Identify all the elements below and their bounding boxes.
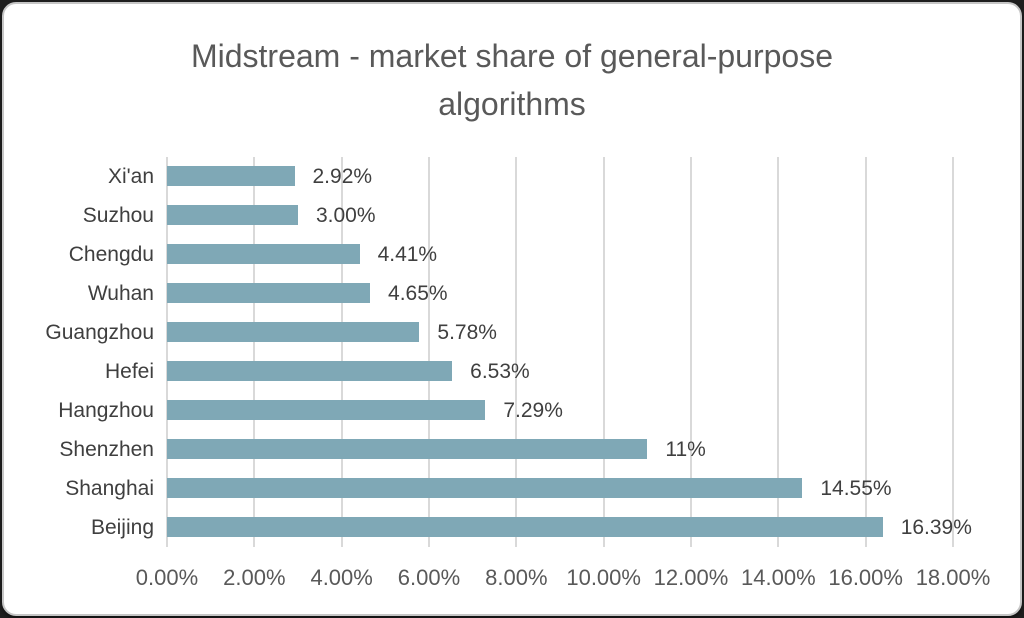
chart-title-line-1: Midstream - market share of general-purp… [190,38,834,74]
bar [167,283,371,303]
bar [167,439,648,459]
category-label: Hefei [104,360,154,383]
gridline [864,157,867,547]
category-label: Hangzhou [58,399,154,422]
bar-row: Hefei 6.53% [105,352,953,391]
category-label: Suzhou [82,204,154,227]
x-axis-tick-label: 10.00% [566,565,641,590]
gridline [777,157,780,547]
value-label: 7.29% [503,399,563,422]
x-axis-tick-label: 12.00% [653,565,729,590]
gridline [253,157,256,547]
bar-row: Suzhou 3.00% [83,196,953,235]
chart-title-line-2: algorithms [438,86,586,122]
gridline [340,157,343,547]
bar-row: Chengdu 4.41% [69,235,953,274]
bar-row: Wuhan 4.65% [88,274,953,313]
bar [167,478,803,498]
value-label: 5.78% [437,321,497,344]
plot-area: Xi'an 2.92% Suzhou 3.00% Chengdu 4.41% Wuhan 4.… [45,157,972,547]
bar [167,361,453,381]
bar [167,244,360,264]
value-label: 16.39% [900,516,972,539]
x-axis: 0.00% 2.00% 4.00% 6.00% 8.00% 10.00% 12.00% 14.… [136,565,991,595]
x-axis-tick-label: 4.00% [310,565,373,590]
value-label: 11% [665,438,706,461]
category-label: Beijing [90,516,154,539]
x-axis-tick-label: 0.00% [135,565,199,590]
category-label: Xi'an [107,165,154,188]
value-label: 2.92% [312,165,373,188]
bar-row: Shanghai 14.55% [65,469,953,508]
category-label: Chengdu [68,243,154,266]
x-axis-tick-label: 18.00% [915,565,991,590]
gridline [602,157,605,547]
value-label: 14.55% [820,477,892,500]
x-axis-tick-label: 2.00% [223,565,286,590]
gridline [515,157,518,547]
category-label: Shenzhen [59,438,154,461]
category-label: Guangzhou [45,321,154,344]
bar [167,166,295,186]
category-label: Shanghai [65,477,154,500]
gridline [952,157,954,547]
bar [167,400,486,420]
bar-row: Beijing 16.39% [91,508,972,547]
bar [167,322,420,342]
x-axis-tick-label: 16.00% [828,565,903,590]
chart-title: Midstream - market share of general-purp… [4,32,1020,128]
category-label: Wuhan [87,282,154,305]
x-axis-tick-label: 14.00% [741,565,816,590]
value-label: 6.53% [470,360,530,383]
bar-row: Guangzhou 5.78% [45,313,953,352]
value-label: 4.65% [388,282,448,305]
value-label: 4.41% [377,243,438,266]
bar [167,205,298,225]
bar [167,517,883,537]
bar-row: Shenzhen 11% [59,430,953,469]
bar-row: Xi'an 2.92% [108,157,953,196]
x-axis-tick-label: 8.00% [485,565,548,590]
gridline [166,157,168,547]
value-label: 3.00% [315,204,376,227]
x-axis-tick-label: 6.00% [397,565,461,590]
bar-row: Hangzhou 7.29% [58,391,953,430]
gridline [689,157,692,547]
gridline [427,157,430,547]
